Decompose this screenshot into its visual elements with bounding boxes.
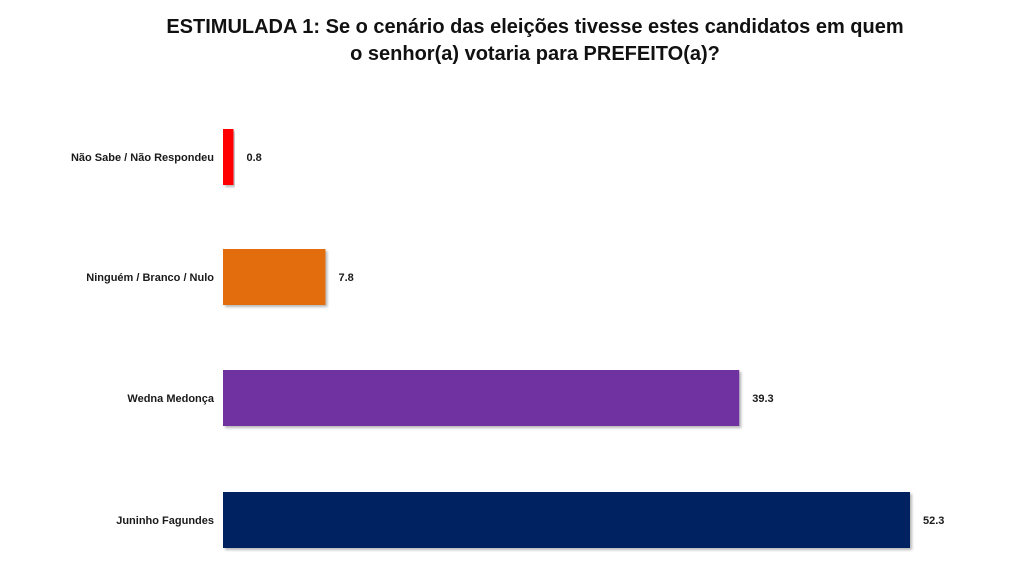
bar-0 [223, 129, 234, 185]
value-label-1: 7.8 [338, 272, 353, 284]
bar-2 [223, 370, 740, 426]
value-label-2: 39.3 [752, 393, 773, 405]
category-label-3: Juninho Fagundes [116, 515, 214, 527]
value-label-0: 0.8 [247, 152, 262, 164]
category-label-1: Ninguém / Branco / Nulo [86, 272, 214, 284]
value-label-3: 52.3 [923, 515, 944, 527]
chart-title-line-2: o senhor(a) votaria para PREFEITO(a)? [350, 43, 720, 65]
bar-1 [223, 249, 326, 305]
category-label-0: Não Sabe / Não Respondeu [71, 152, 214, 164]
chart-title-line-1: ESTIMULADA 1: Se o cenário das eleições … [166, 16, 904, 38]
chart-title: ESTIMULADA 1: Se o cenário das eleições … [0, 14, 1024, 68]
category-label-2: Wedna Medonça [127, 393, 214, 405]
bar-3 [223, 492, 910, 548]
bars-layer [223, 129, 910, 548]
labels-layer: Não Sabe / Não Respondeu 0.8 Ninguém / Bra… [71, 152, 944, 527]
